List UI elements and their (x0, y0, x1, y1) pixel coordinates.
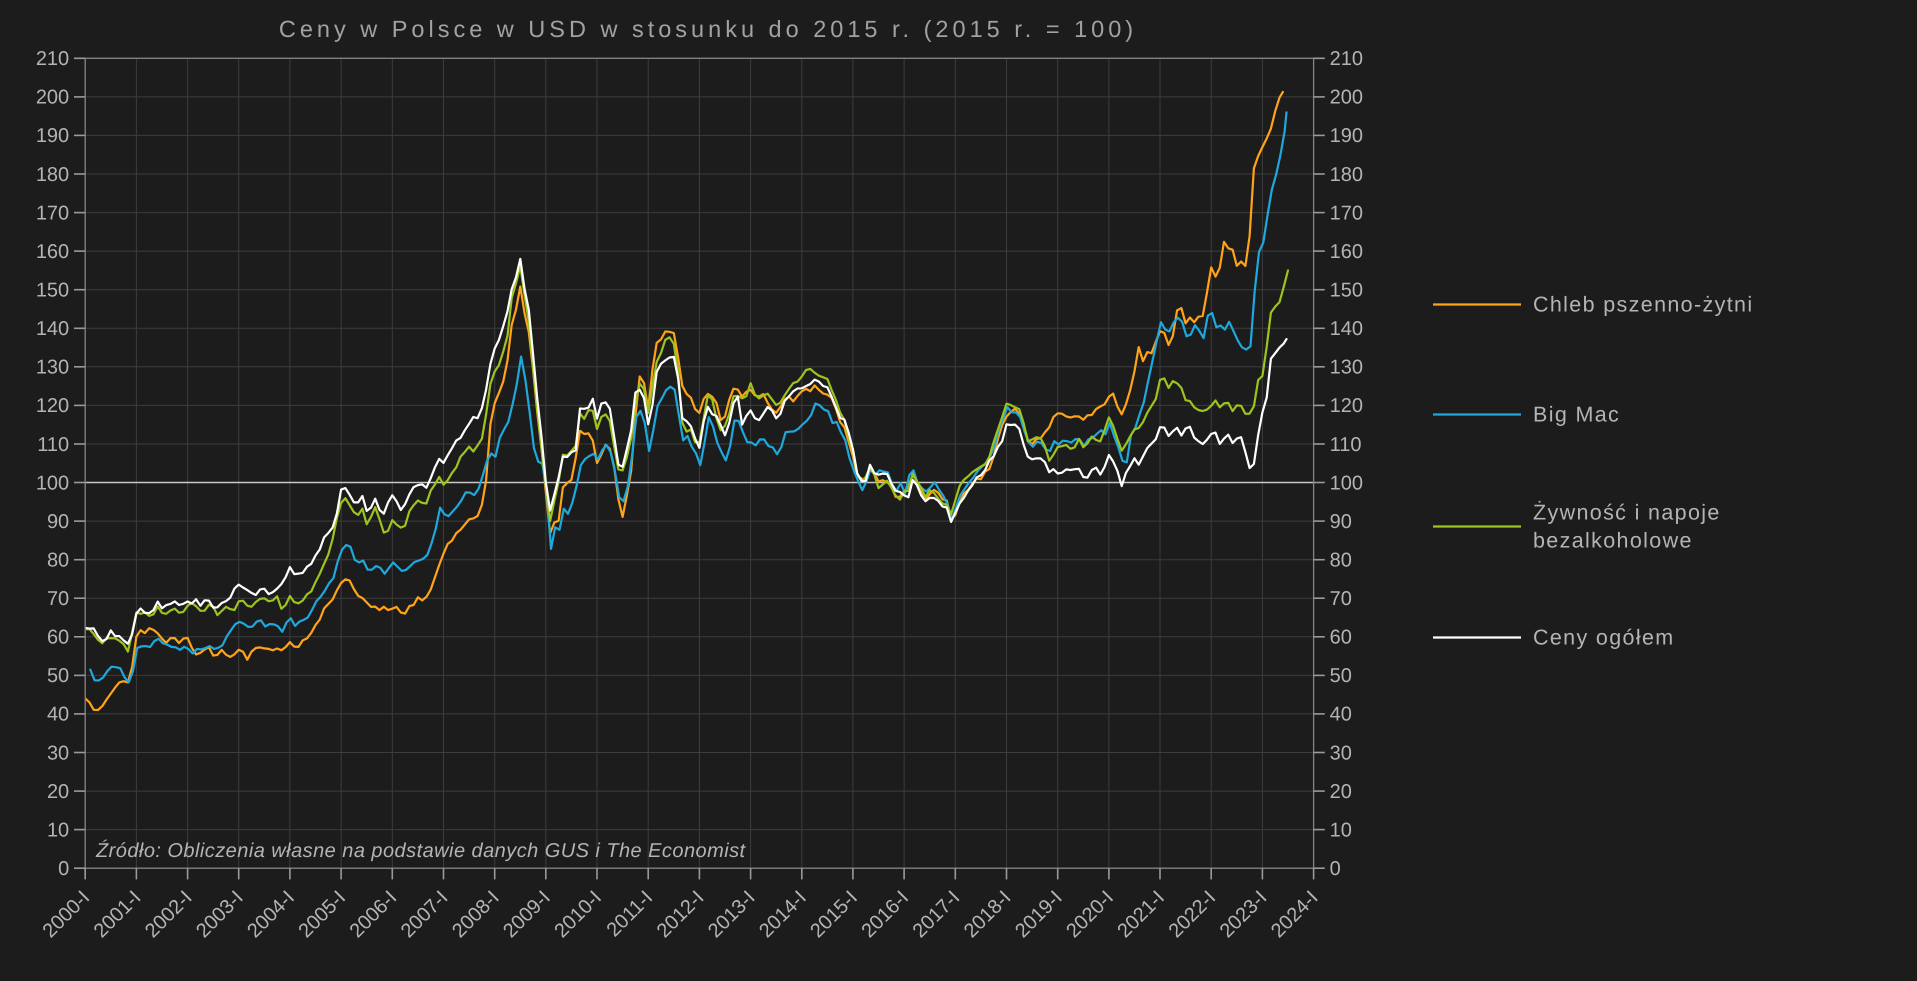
svg-text:170: 170 (36, 202, 69, 224)
svg-text:80: 80 (1330, 550, 1352, 572)
svg-text:210: 210 (36, 48, 69, 70)
svg-text:20: 20 (47, 781, 69, 803)
svg-text:30: 30 (1330, 742, 1352, 764)
svg-text:0: 0 (58, 858, 69, 880)
svg-text:Żywność i napoje: Żywność i napoje (1533, 501, 1721, 525)
svg-text:10: 10 (1330, 819, 1352, 841)
svg-text:60: 60 (47, 627, 69, 649)
svg-text:Źródło: Obliczenia własne na p: Źródło: Obliczenia własne na podstawie d… (95, 839, 747, 862)
svg-text:90: 90 (47, 511, 69, 533)
svg-text:120: 120 (36, 395, 69, 417)
svg-text:50: 50 (47, 665, 69, 687)
svg-text:40: 40 (47, 704, 69, 726)
svg-text:0: 0 (1330, 858, 1341, 880)
svg-text:160: 160 (1330, 241, 1363, 263)
svg-text:190: 190 (1330, 125, 1363, 147)
svg-text:140: 140 (1330, 318, 1363, 340)
svg-text:180: 180 (1330, 164, 1363, 186)
svg-text:130: 130 (36, 357, 69, 379)
svg-text:210: 210 (1330, 48, 1363, 70)
svg-text:140: 140 (36, 318, 69, 340)
svg-text:80: 80 (47, 550, 69, 572)
svg-text:30: 30 (47, 742, 69, 764)
svg-text:Ceny w Polsce w USD w stosunku: Ceny w Polsce w USD w stosunku do 2015 r… (279, 16, 1137, 42)
svg-text:110: 110 (1330, 434, 1362, 456)
svg-text:200: 200 (1330, 87, 1363, 109)
svg-text:50: 50 (1330, 665, 1352, 687)
svg-text:70: 70 (1330, 588, 1352, 610)
svg-text:160: 160 (36, 241, 69, 263)
svg-text:Chleb pszenno-żytni: Chleb pszenno-żytni (1533, 293, 1753, 317)
svg-text:10: 10 (47, 819, 69, 841)
svg-text:150: 150 (36, 280, 69, 302)
svg-text:100: 100 (36, 472, 69, 494)
svg-text:180: 180 (36, 164, 69, 186)
svg-text:150: 150 (1330, 280, 1363, 302)
svg-text:40: 40 (1330, 704, 1352, 726)
svg-text:90: 90 (1330, 511, 1352, 533)
svg-text:100: 100 (1330, 472, 1363, 494)
svg-text:Big Mac: Big Mac (1533, 403, 1620, 427)
svg-text:bezalkoholowe: bezalkoholowe (1533, 529, 1693, 553)
svg-text:20: 20 (1330, 781, 1352, 803)
svg-text:70: 70 (47, 588, 69, 610)
svg-text:200: 200 (36, 87, 69, 109)
svg-text:170: 170 (1330, 202, 1363, 224)
svg-text:130: 130 (1330, 357, 1363, 379)
svg-text:Ceny ogółem: Ceny ogółem (1533, 626, 1675, 650)
svg-text:120: 120 (1330, 395, 1363, 417)
svg-text:60: 60 (1330, 627, 1352, 649)
svg-text:190: 190 (36, 125, 69, 147)
svg-text:110: 110 (37, 434, 69, 456)
